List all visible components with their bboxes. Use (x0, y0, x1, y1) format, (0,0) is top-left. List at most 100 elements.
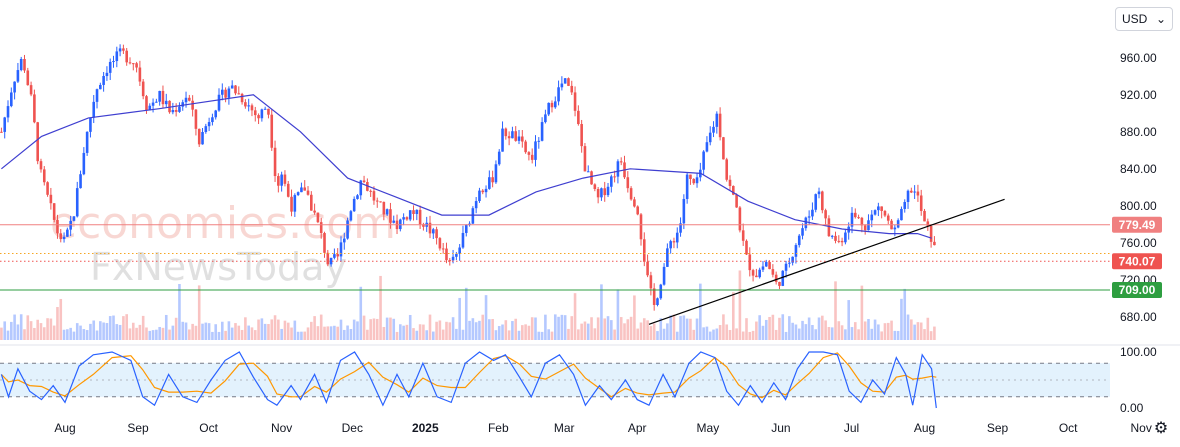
candle-body (745, 240, 748, 255)
gear-icon[interactable]: ⚙ (1153, 418, 1169, 437)
x-tick-label: Feb (488, 421, 509, 435)
candle-body (174, 110, 178, 112)
candle-body (863, 225, 867, 231)
x-tick-label: Oct (199, 421, 218, 435)
candle-body (448, 260, 452, 262)
volume-bar (606, 316, 610, 340)
x-tick-label: Mar (554, 421, 575, 435)
candle-body (135, 63, 138, 68)
candle-body (441, 248, 445, 250)
candle-body (227, 88, 231, 98)
candle-body (534, 141, 537, 160)
candle-body (158, 90, 161, 102)
volume-bar (649, 326, 653, 340)
volume-bar (514, 318, 518, 340)
candle-body (883, 210, 887, 216)
candle-body (385, 209, 389, 215)
candle-body (814, 194, 818, 210)
candle-body (725, 159, 729, 180)
candle-body (751, 270, 755, 276)
stoch-k-line (0, 351, 937, 409)
volume-bar (600, 284, 603, 340)
stoch-y-tick-label: 0.00 (1120, 401, 1144, 415)
candle-body (296, 192, 300, 196)
candle-body (540, 122, 544, 141)
candle-body (13, 81, 16, 93)
volume-bar (112, 315, 115, 340)
x-tick-label: Nov (1130, 421, 1151, 435)
candle-body (708, 132, 712, 143)
volume-bar (656, 331, 659, 340)
candle-body (171, 110, 175, 113)
candle-body (553, 101, 557, 108)
candle-body (527, 152, 531, 155)
candle-body (267, 108, 270, 115)
candle-body (619, 161, 623, 163)
volume-bar (395, 331, 399, 340)
volume-bar (408, 314, 412, 340)
x-tick-label: 2025 (412, 421, 439, 435)
candle-body (830, 235, 834, 237)
volume-bar (362, 315, 366, 340)
candle-body (821, 191, 824, 211)
candle-body (735, 194, 738, 208)
candle-body (583, 146, 587, 172)
volume-bar (761, 325, 765, 340)
volume-bar (174, 317, 178, 340)
volume-bar (118, 324, 122, 340)
candle-body (66, 229, 69, 237)
volume-bar (375, 318, 379, 340)
volume-bar (619, 317, 623, 340)
volume-bar (481, 314, 485, 340)
volume-bar (867, 318, 870, 340)
volume-bar (603, 318, 607, 340)
volume-bar (399, 324, 402, 340)
candle-body (221, 89, 224, 95)
volume-bar (567, 328, 570, 340)
volume-bar (596, 317, 600, 340)
candle-body (662, 266, 666, 285)
candle-body (72, 216, 76, 221)
candle-body (738, 207, 742, 231)
volume-bar (662, 328, 666, 340)
candle-body (59, 233, 63, 240)
volume-bar (781, 314, 785, 340)
volume-bar (633, 295, 636, 340)
volume-bar (293, 320, 297, 340)
volume-bar (610, 320, 613, 340)
volume-bar (853, 322, 857, 340)
volume-bar (570, 316, 574, 340)
volume-bar (461, 329, 465, 340)
candle-body (695, 177, 699, 184)
volume-bar (791, 322, 794, 340)
candle-body (379, 201, 382, 203)
volume-bar (217, 331, 221, 340)
candle-body (853, 212, 857, 218)
volume-bar (425, 330, 429, 340)
candle-body (794, 245, 798, 257)
x-tick-label: Jul (844, 421, 859, 435)
volume-bar (257, 319, 260, 340)
volume-bar (880, 331, 883, 340)
volume-bar (702, 327, 705, 340)
candle-body (369, 190, 372, 192)
volume-bar (201, 323, 204, 340)
candle-body (666, 248, 669, 267)
volume-bar (692, 329, 696, 340)
stoch-mask (0, 410, 170, 430)
volume-bar (507, 330, 511, 340)
candle-body (372, 191, 376, 201)
currency-select[interactable]: USD ⌄ (1115, 7, 1173, 31)
volume-bar (329, 326, 333, 340)
candle-body (188, 97, 191, 101)
candle-body (521, 136, 524, 142)
volume-bar (840, 325, 844, 340)
candle-body (375, 200, 379, 202)
candle-body (824, 210, 827, 219)
candle-body (817, 191, 821, 195)
volume-bar (491, 318, 494, 340)
candle-body (108, 61, 112, 73)
volume-bar (207, 323, 211, 340)
